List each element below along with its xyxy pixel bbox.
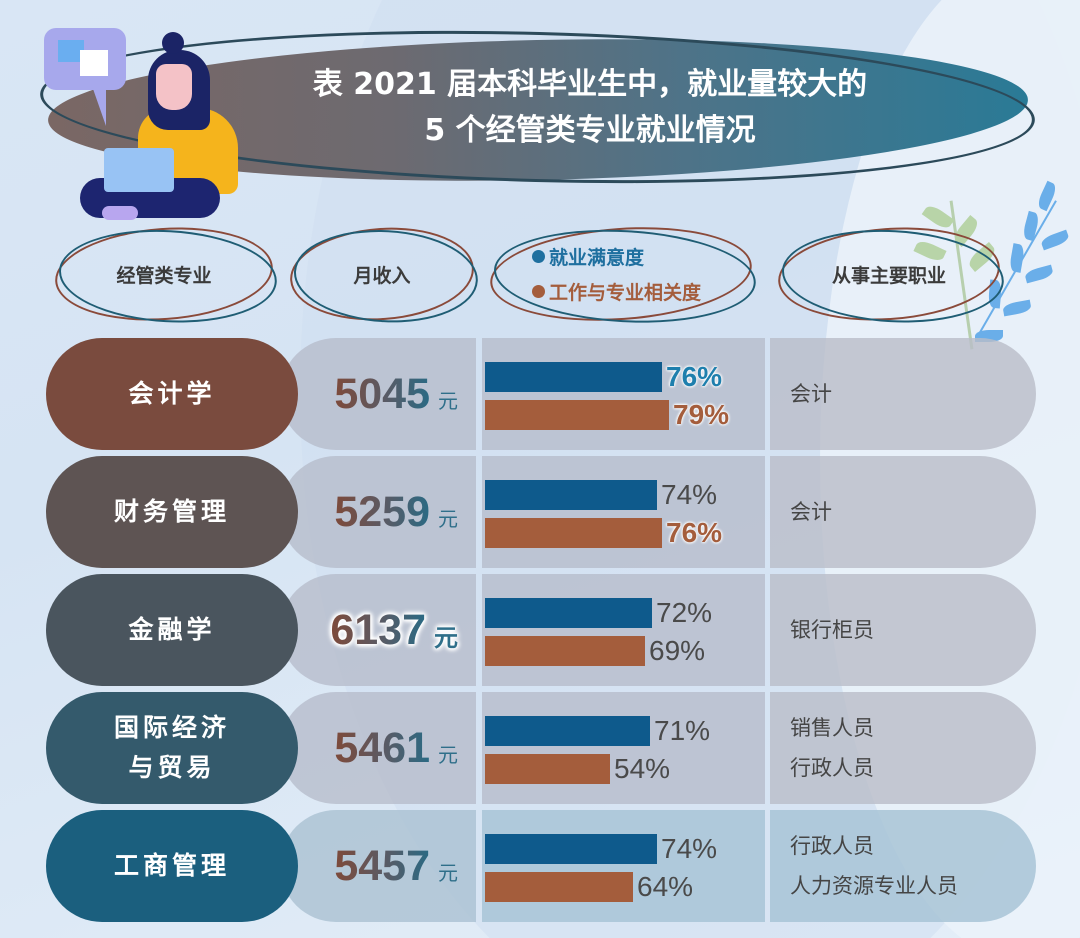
job-item: 销售人员 — [790, 716, 874, 740]
bar-cell: 76% 79% — [482, 338, 765, 450]
job-item: 人力资源专业人员 — [790, 874, 958, 898]
satisfaction-bar — [485, 362, 662, 392]
income-cell: 5045 元 — [280, 338, 476, 450]
relevance-value: 79% — [673, 399, 730, 430]
header-major: 经管类专业 — [52, 220, 280, 328]
major-label-line: 与贸易 — [128, 753, 216, 782]
income-unit: 元 — [438, 860, 458, 885]
relevance-value: 76% — [666, 517, 723, 548]
income-cell: 5461 元 — [280, 692, 476, 804]
major-label-line: 国际经济 — [113, 713, 230, 742]
satisfaction-bar — [485, 598, 652, 628]
satisfaction-value: 72% — [656, 597, 713, 628]
income-value: 5457 — [334, 841, 430, 890]
relevance-bar — [485, 636, 645, 666]
relevance-value: 54% — [614, 753, 671, 784]
chat-bubble-tail — [92, 86, 106, 126]
woman-with-laptop-illustration — [40, 20, 260, 220]
bar-cell: 74% 76% — [482, 456, 765, 568]
chat-bubble-square — [80, 50, 108, 76]
legend-item-satisfaction: 就业满意度 — [532, 243, 752, 270]
bar-cell: 72% 69% — [482, 574, 765, 686]
job-item: 会计 — [790, 382, 832, 406]
satisfaction-bar — [485, 834, 657, 864]
satisfaction-value: 76% — [666, 361, 723, 392]
income-unit: 元 — [438, 742, 458, 767]
legend: 就业满意度 工作与专业相关度 — [490, 228, 752, 320]
table-row: 金融学 6137 元 72% 69% 银行柜员 — [46, 574, 1036, 686]
income-value: 5259 — [334, 487, 430, 536]
income-value: 6137 — [330, 605, 426, 654]
relevance-bar — [485, 518, 662, 548]
laptop-icon — [104, 148, 174, 192]
major-label: 会计学 — [46, 338, 298, 450]
header-major-label: 经管类专业 — [116, 264, 212, 287]
title-line-2: 5 个经管类专业就业情况 — [424, 113, 756, 148]
table-row: 会计学 5045 元 76% 79% 会计 — [46, 338, 1036, 450]
chat-bubble-square — [58, 40, 84, 62]
relevance-value: 69% — [649, 635, 706, 666]
satisfaction-bar — [485, 716, 650, 746]
income-unit: 元 — [438, 506, 458, 531]
legend-item-relevance: 工作与专业相关度 — [532, 278, 752, 305]
satisfaction-bar — [485, 480, 657, 510]
relevance-bar — [485, 400, 669, 430]
relevance-bar — [485, 754, 610, 784]
header-legend: 就业满意度 工作与专业相关度 — [487, 218, 759, 330]
figure-feet — [102, 206, 138, 220]
figure-hair-bun — [162, 32, 184, 54]
relevance-bar — [485, 872, 633, 902]
legend-dot-brown-icon — [532, 285, 545, 298]
satisfaction-value: 74% — [661, 833, 718, 864]
satisfaction-value: 71% — [654, 715, 711, 746]
header-income-label: 月收入 — [353, 264, 411, 287]
job-cell: 销售人员 行政人员 — [770, 692, 1036, 804]
income-cell-highlighted: 6137 元 — [280, 574, 476, 686]
header-job-label: 从事主要职业 — [831, 264, 946, 287]
job-item: 会计 — [790, 500, 832, 524]
income-unit: 元 — [438, 388, 458, 413]
income-cell: 5457 元 — [280, 810, 476, 922]
bar-cell: 74% 64% — [482, 810, 765, 922]
job-item: 银行柜员 — [790, 618, 874, 642]
major-label: 金融学 — [46, 574, 298, 686]
legend-label: 就业满意度 — [549, 247, 645, 269]
satisfaction-value: 74% — [661, 479, 718, 510]
income-unit: 元 — [434, 623, 458, 652]
job-item: 行政人员 — [790, 834, 874, 858]
legend-label: 工作与专业相关度 — [549, 282, 702, 304]
table-row: 工商管理 5457 元 74% 64% 行政人员 人力资源专业人员 — [46, 810, 1036, 922]
legend-dot-blue-icon — [532, 250, 545, 263]
job-cell: 会计 — [770, 456, 1036, 568]
major-label: 工商管理 — [46, 810, 298, 922]
header-income: 月收入 — [287, 221, 481, 327]
table-row: 国际经济 与贸易 5461 元 71% 54% 销售人员 行政人员 — [46, 692, 1036, 804]
income-value: 5045 — [334, 369, 430, 418]
job-cell: 行政人员 人力资源专业人员 — [770, 810, 1036, 922]
table-row: 财务管理 5259 元 74% 76% 会计 — [46, 456, 1036, 568]
relevance-value: 64% — [637, 871, 694, 902]
income-value: 5461 — [334, 723, 430, 772]
title-line-1: 表 2021 届本科毕业生中，就业量较大的 — [312, 67, 868, 102]
page-title: 表 2021 届本科毕业生中，就业量较大的 5 个经管类专业就业情况 — [230, 62, 950, 154]
job-item: 行政人员 — [790, 756, 874, 780]
bar-cell: 71% 54% — [482, 692, 765, 804]
job-cell: 银行柜员 — [770, 574, 1036, 686]
major-label: 财务管理 — [46, 456, 298, 568]
major-label: 国际经济 与贸易 — [46, 692, 298, 804]
header-job: 从事主要职业 — [775, 220, 1007, 328]
job-cell: 会计 — [770, 338, 1036, 450]
figure-face — [156, 64, 192, 110]
income-cell: 5259 元 — [280, 456, 476, 568]
